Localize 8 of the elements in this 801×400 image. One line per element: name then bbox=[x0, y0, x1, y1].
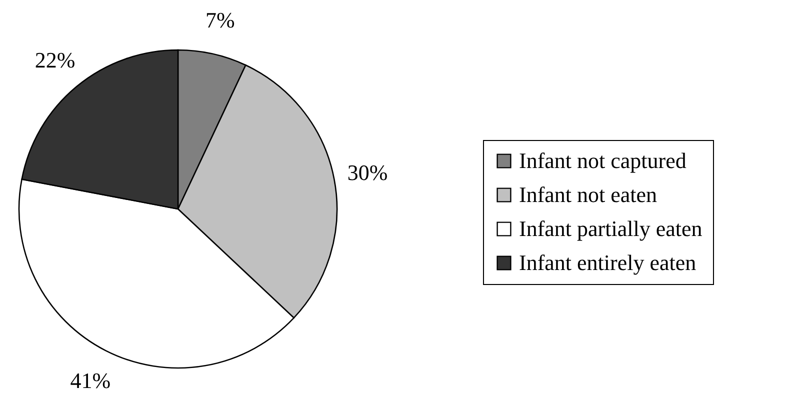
data-label: 30% bbox=[347, 160, 388, 185]
legend-label: Infant entirely eaten bbox=[519, 250, 696, 275]
legend-label: Infant not eaten bbox=[519, 182, 658, 207]
data-label: 22% bbox=[34, 47, 76, 72]
data-label: 7% bbox=[205, 8, 235, 33]
data-label: 41% bbox=[70, 368, 111, 393]
legend-label: Infant partially eaten bbox=[519, 216, 702, 241]
legend-label: Infant not captured bbox=[519, 148, 686, 173]
